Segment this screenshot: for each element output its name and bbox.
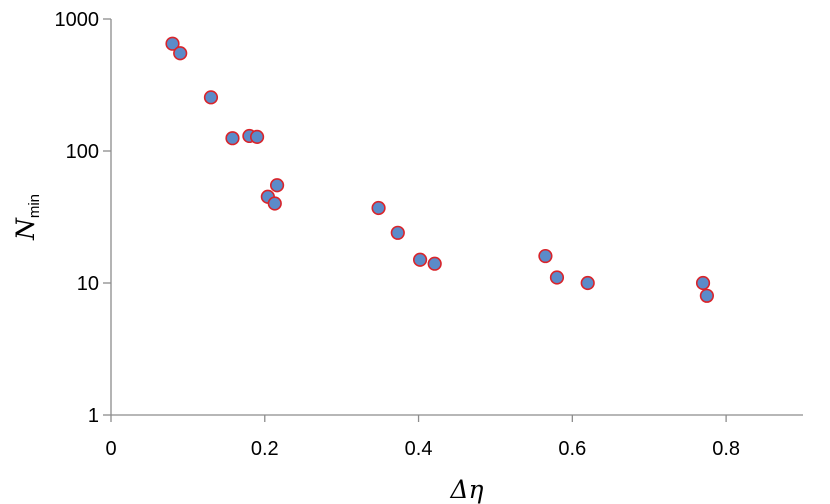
y-axis-label-main: N <box>11 217 40 241</box>
y-tick-label: 1000 <box>55 9 100 31</box>
y-axis-label-subscript: min <box>26 194 43 218</box>
tick-marks <box>103 18 727 422</box>
data-point <box>173 46 188 61</box>
data-point <box>269 178 285 193</box>
data-point <box>695 275 711 291</box>
y-axis-label: Nmin <box>11 194 43 241</box>
data-point <box>538 248 553 264</box>
y-tick-label: 1 <box>88 405 99 427</box>
data-point <box>203 90 219 105</box>
data-point <box>699 288 714 303</box>
tick-labels: 1 10 100 1000 0 0.2 0.4 0.6 0.8 <box>55 9 741 460</box>
x-tick-label: 0.8 <box>712 438 740 460</box>
data-point <box>427 256 442 271</box>
data-point <box>412 252 428 267</box>
data-point <box>371 200 386 216</box>
x-tick-label: 0.4 <box>405 438 433 460</box>
data-point <box>225 131 240 146</box>
x-tick-label: 0.6 <box>558 438 586 460</box>
y-tick-label: 100 <box>66 141 99 163</box>
data-point <box>249 129 265 144</box>
y-tick-label: 10 <box>77 273 99 295</box>
data-point <box>390 225 405 240</box>
data-point <box>267 196 282 211</box>
x-axis-label: Δη <box>449 475 483 504</box>
data-point <box>165 36 180 51</box>
data-points <box>165 36 714 303</box>
x-tick-label: 0 <box>105 438 116 460</box>
data-point <box>549 270 565 285</box>
axes <box>110 19 803 416</box>
x-tick-label: 0.2 <box>251 438 279 460</box>
data-point <box>580 275 595 291</box>
